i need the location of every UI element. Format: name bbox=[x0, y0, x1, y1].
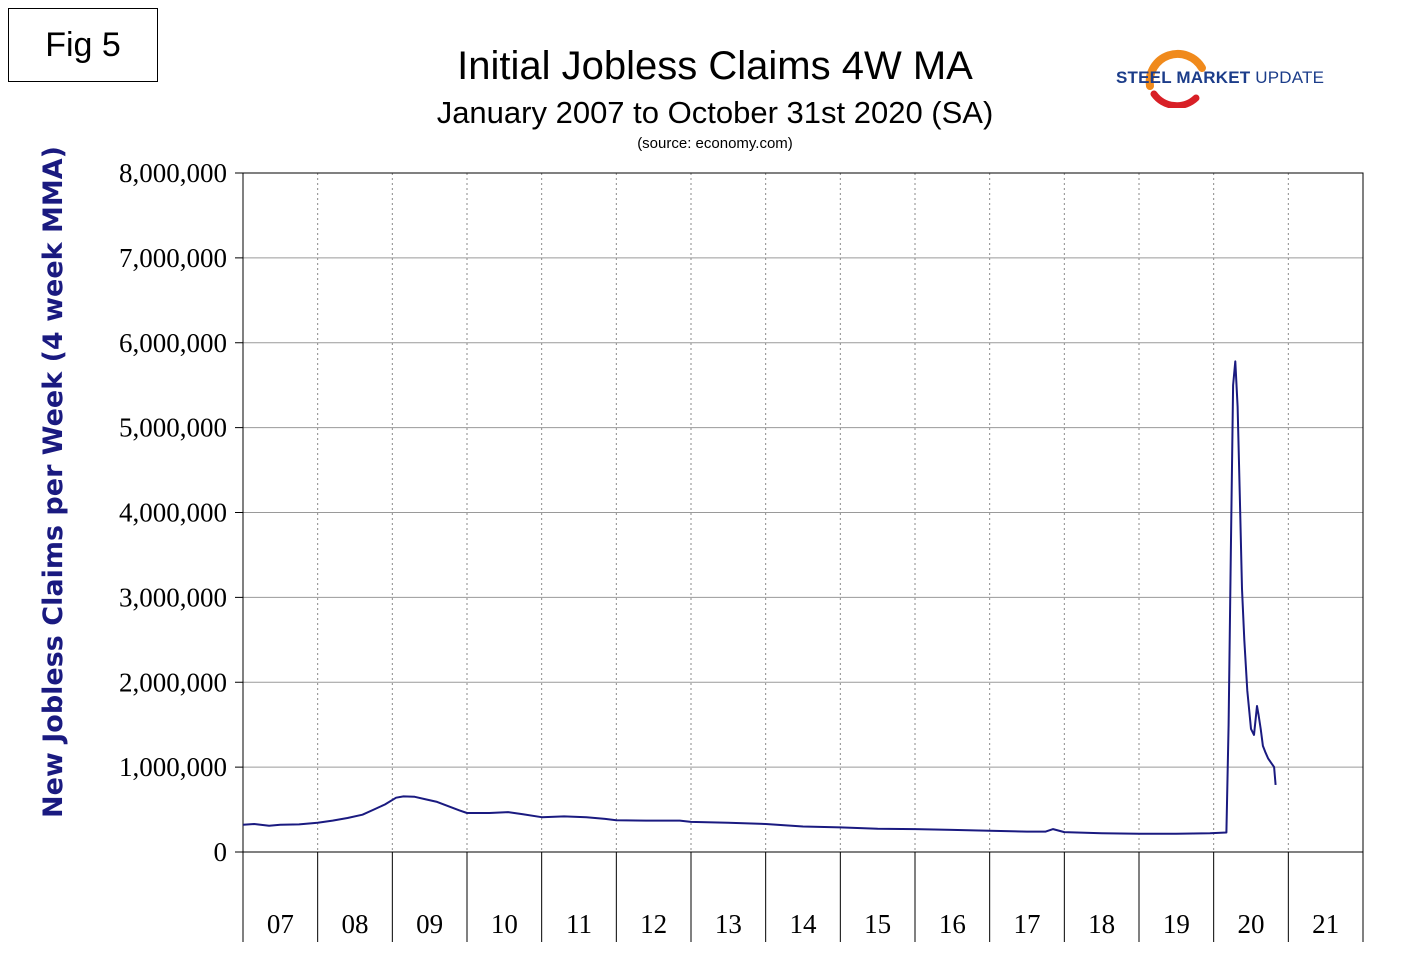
x-tick-label: 15 bbox=[864, 909, 891, 939]
plot-border bbox=[242, 172, 1364, 853]
x-tick-label: 16 bbox=[939, 909, 966, 939]
logo-text-light: UPDATE bbox=[1255, 68, 1325, 87]
y-tick-label: 3,000,000 bbox=[119, 582, 227, 612]
x-tick-label: 19 bbox=[1163, 909, 1190, 939]
logo-text-bold: STEEL MARKET bbox=[1116, 68, 1251, 87]
x-tick-label: 18 bbox=[1088, 909, 1115, 939]
y-tick-label: 7,000,000 bbox=[119, 243, 227, 273]
y-tick-label: 4,000,000 bbox=[119, 498, 227, 528]
logo-text: STEEL MARKET UPDATE bbox=[1116, 68, 1324, 88]
y-tick-label: 0 bbox=[214, 837, 228, 867]
y-tick-label: 8,000,000 bbox=[119, 158, 227, 188]
x-tick-labels: 07 08 09 10 11 12 13 14 15 16 17 18 19 20 21 bbox=[267, 909, 1339, 939]
y-tick-labels: 0 1,000,000 2,000,000 3,000,000 4,000,000 5,0… bbox=[119, 158, 227, 867]
y-tick-label: 6,000,000 bbox=[119, 328, 227, 358]
x-tick-label: 13 bbox=[715, 909, 742, 939]
chart-series bbox=[242, 360, 1277, 835]
x-tick-label: 14 bbox=[790, 909, 818, 939]
y-tick-label: 5,000,000 bbox=[119, 413, 227, 443]
x-tick-label: 21 bbox=[1312, 909, 1339, 939]
x-tick-label: 11 bbox=[566, 909, 592, 939]
y-tick-label: 2,000,000 bbox=[119, 667, 227, 697]
x-tick-label: 12 bbox=[640, 909, 667, 939]
steel-market-update-logo: STEEL MARKET UPDATE bbox=[1112, 46, 1332, 110]
y-axis-label: New Jobless Claims per Week (4 week MMA) bbox=[38, 146, 69, 818]
chart-axes bbox=[235, 172, 1364, 942]
x-tick-label: 07 bbox=[267, 909, 294, 939]
logo-swirl-icon bbox=[1145, 49, 1206, 108]
series-line-jobless-claims bbox=[242, 360, 1277, 835]
y-tick-label: 1,000,000 bbox=[119, 752, 227, 782]
x-tick-label: 09 bbox=[416, 909, 443, 939]
chart-title: Initial Jobless Claims 4W MA bbox=[457, 44, 973, 88]
figure-label: Fig 5 bbox=[8, 8, 158, 82]
x-tick-label: 20 bbox=[1238, 909, 1265, 939]
chart-subtitle: January 2007 to October 31st 2020 (SA) bbox=[436, 95, 994, 130]
chart-gridlines bbox=[243, 172, 1363, 852]
chart-source: (source: economy.com) bbox=[637, 135, 793, 152]
x-tick-label: 10 bbox=[491, 909, 518, 939]
x-tick-label: 17 bbox=[1014, 909, 1041, 939]
x-tick-label: 08 bbox=[342, 909, 369, 939]
